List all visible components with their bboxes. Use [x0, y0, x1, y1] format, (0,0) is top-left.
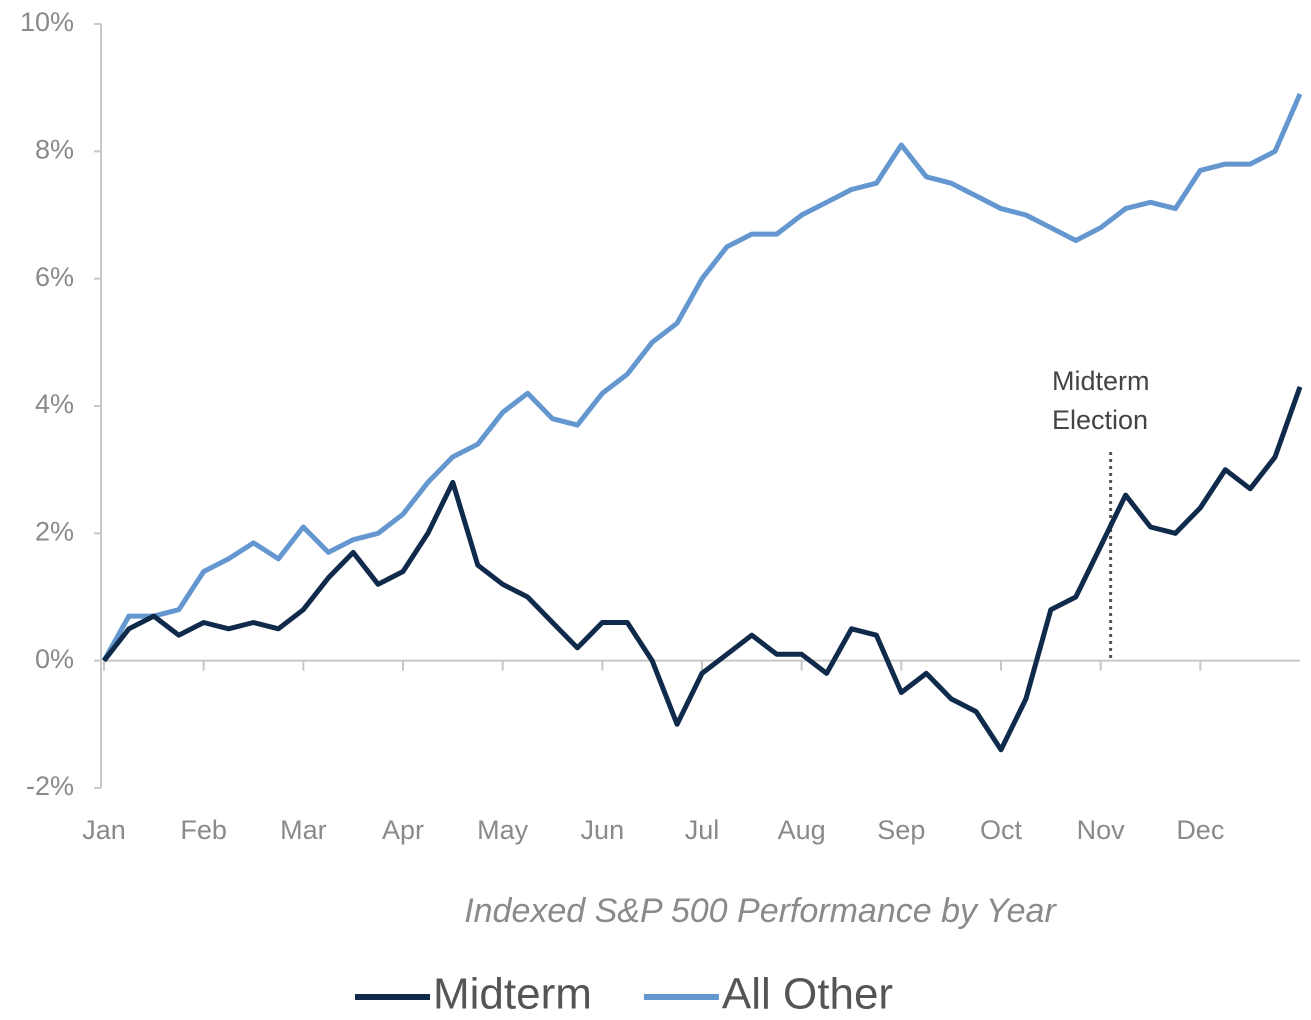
x-tick-label: Nov — [1077, 815, 1126, 845]
x-tick-label: Jan — [82, 815, 126, 845]
y-tick-label: 2% — [35, 516, 74, 546]
x-tick-label: Apr — [382, 815, 424, 845]
y-tick-label: 10% — [20, 7, 74, 37]
x-tick-label: Jul — [685, 815, 720, 845]
x-tick-label: May — [477, 815, 529, 845]
annotation-text: Midterm — [1052, 366, 1150, 396]
y-tick-label: 0% — [35, 644, 74, 674]
x-tick-label: Dec — [1176, 815, 1224, 845]
x-tick-label: Oct — [980, 815, 1023, 845]
x-tick-label: Jun — [581, 815, 625, 845]
x-tick-label: Sep — [877, 815, 925, 845]
y-tick-label: -2% — [26, 771, 74, 801]
series-line — [101, 93, 1303, 662]
y-tick-label: 6% — [35, 262, 74, 292]
x-tick-label: Mar — [280, 815, 327, 845]
y-tick-label: 8% — [35, 134, 74, 164]
series-line — [102, 386, 1303, 753]
x-tick-label: Aug — [778, 815, 826, 845]
legend-label: All Other — [722, 970, 893, 1019]
chart-subtitle: Indexed S&P 500 Performance by Year — [464, 892, 1057, 930]
y-tick-label: 4% — [35, 389, 74, 419]
annotation-text: Election — [1052, 405, 1148, 435]
legend-label: Midterm — [433, 970, 592, 1019]
x-tick-label: Feb — [180, 815, 227, 845]
